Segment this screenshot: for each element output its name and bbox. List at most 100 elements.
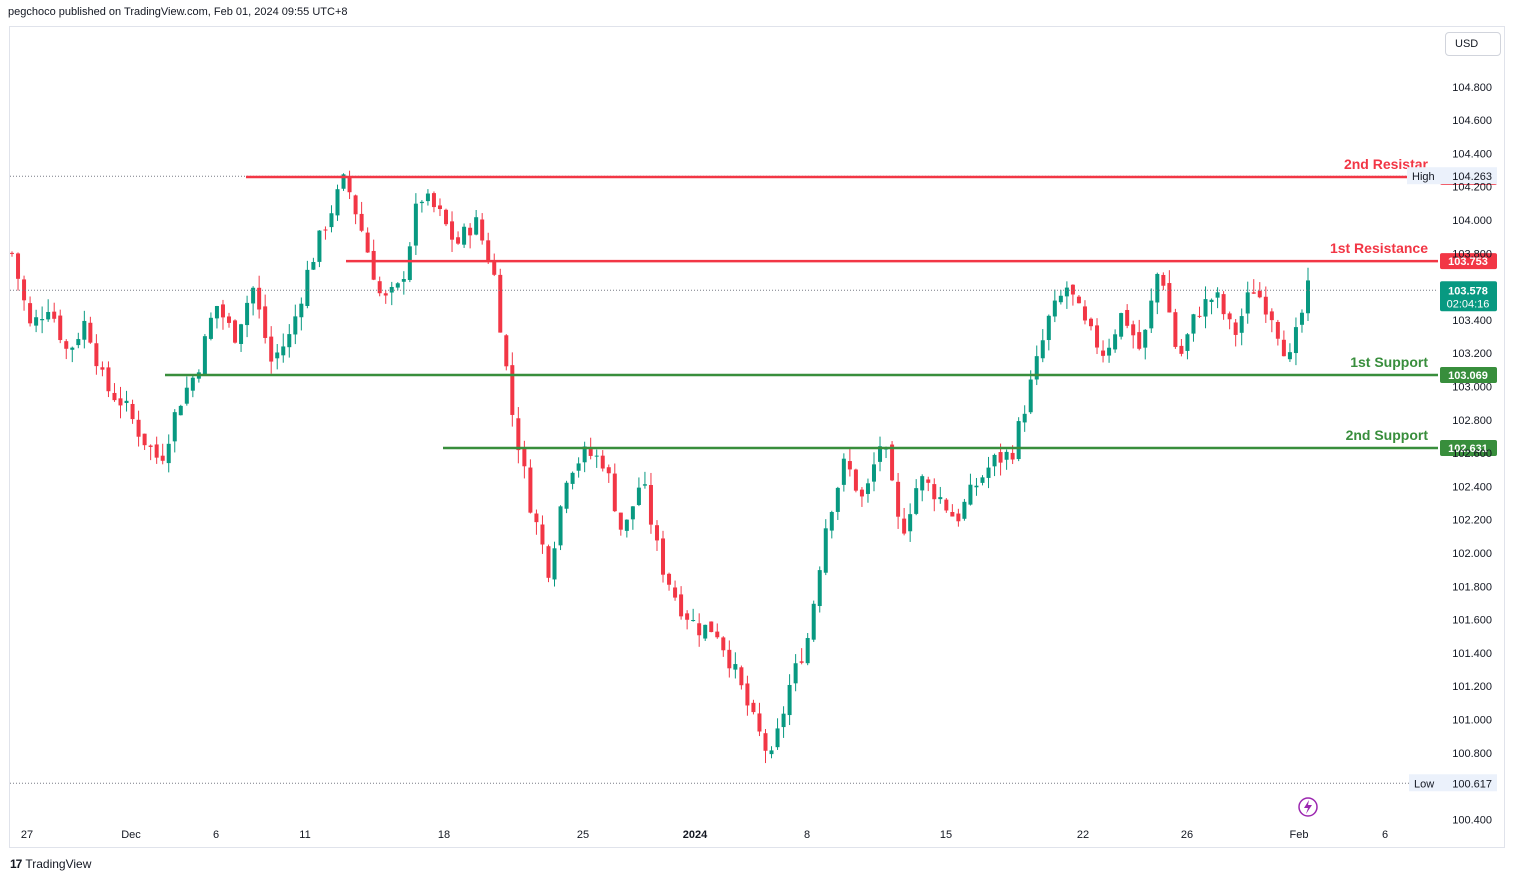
time-tick-label: 27	[21, 829, 33, 841]
candle-body	[799, 661, 804, 663]
candle-body	[968, 484, 973, 505]
candle-body	[522, 448, 527, 467]
candle-body	[16, 253, 21, 279]
candle-body	[594, 455, 599, 457]
candle-body	[823, 528, 828, 573]
candle-body	[865, 483, 870, 494]
candle-body	[263, 306, 268, 338]
level-label: 2nd Support	[1346, 427, 1429, 443]
price-tick-label: 102.000	[1452, 548, 1492, 560]
tradingview-footer[interactable]: 17 TradingView	[10, 857, 91, 871]
candle-body	[305, 269, 310, 306]
candle-body	[166, 443, 171, 464]
high-label: High	[1412, 171, 1435, 183]
candle-body	[58, 315, 63, 341]
candle-body	[516, 418, 521, 451]
price-tick-label: 101.400	[1452, 648, 1492, 660]
price-tick-label: 104.200	[1452, 182, 1492, 194]
candle-body	[950, 512, 955, 517]
candle-body	[962, 501, 967, 519]
price-tick-label: 100.800	[1452, 748, 1492, 760]
candle-body	[1101, 350, 1106, 356]
candle-body	[1016, 421, 1021, 460]
candle-body	[1185, 334, 1190, 351]
candle-body	[1167, 283, 1172, 313]
candle-body	[1076, 296, 1081, 304]
candle-body	[1227, 313, 1232, 320]
candle-body	[673, 587, 678, 598]
candle-body	[992, 454, 997, 467]
candle-body	[124, 400, 129, 404]
candle-body	[184, 387, 189, 404]
candle-body	[630, 506, 635, 520]
candle-body	[383, 293, 388, 296]
candle-body	[498, 274, 503, 333]
candle-body	[480, 219, 485, 241]
candle-body	[178, 405, 183, 416]
candle-body	[1095, 325, 1100, 348]
candle-body	[1088, 318, 1093, 327]
time-tick-label: 6	[213, 829, 219, 841]
candle-body	[1143, 329, 1148, 348]
time-tick-label: 8	[804, 829, 810, 841]
candle-body	[564, 482, 569, 509]
candle-body	[920, 476, 925, 491]
level-price-tag	[1440, 439, 1497, 456]
time-tick-label: 26	[1181, 829, 1193, 841]
candle-body	[227, 316, 232, 323]
candle-body	[1028, 379, 1033, 413]
price-tick-label: 104.600	[1452, 115, 1492, 127]
tradingview-logo-icon: 17	[10, 857, 22, 871]
price-tick-label: 101.800	[1452, 581, 1492, 593]
price-tick-label: 101.000	[1452, 715, 1492, 727]
candle-body	[1221, 294, 1226, 315]
candle-body	[715, 631, 720, 638]
footer-brand: TradingView	[25, 857, 92, 871]
candle-body	[1149, 300, 1154, 329]
lightning-event-icon[interactable]	[1298, 797, 1318, 817]
candle-body	[395, 283, 400, 288]
candle-body	[835, 487, 840, 512]
candle-body	[697, 623, 702, 636]
bar-countdown: 02:04:16	[1447, 298, 1490, 310]
publish-header: pegchoco published on TradingView.com, F…	[8, 6, 348, 18]
candle-body	[896, 481, 901, 517]
price-tick-label: 103.000	[1452, 382, 1492, 394]
candle-body	[528, 467, 533, 513]
candle-body	[245, 302, 250, 326]
candle-body	[1233, 322, 1238, 335]
candle-body	[40, 319, 45, 321]
candle-body	[829, 512, 834, 531]
candle-body	[425, 193, 430, 202]
time-tick-label: Dec	[121, 829, 141, 841]
candle-body	[1179, 345, 1184, 354]
candles-layer	[10, 170, 1310, 764]
currency-selector[interactable]: USD	[1445, 32, 1501, 56]
candle-body	[1155, 273, 1160, 303]
candle-body	[534, 513, 539, 523]
price-tick-label: 102.600	[1452, 448, 1492, 460]
level-price-tag	[1440, 253, 1497, 270]
candle-body	[709, 621, 714, 633]
candle-body	[667, 573, 672, 585]
price-tick-label: 103.400	[1452, 315, 1492, 327]
candle-body	[510, 365, 515, 415]
candle-body	[365, 232, 370, 253]
candle-body	[775, 728, 780, 748]
candle-body	[926, 479, 931, 483]
candle-body	[64, 341, 69, 349]
candle-body	[293, 316, 298, 335]
candle-body	[1004, 451, 1009, 460]
candle-body	[239, 324, 244, 344]
candle-body	[624, 519, 629, 531]
candle-body	[1070, 284, 1075, 295]
level-label: 1st Resistance	[1330, 240, 1428, 256]
candle-body	[190, 377, 195, 391]
candle-body	[1197, 315, 1202, 317]
candle-body	[811, 603, 816, 640]
candle-body	[347, 176, 352, 193]
level-label: 1st Support	[1350, 354, 1428, 370]
candle-body	[456, 237, 461, 244]
candle-body	[654, 525, 659, 541]
